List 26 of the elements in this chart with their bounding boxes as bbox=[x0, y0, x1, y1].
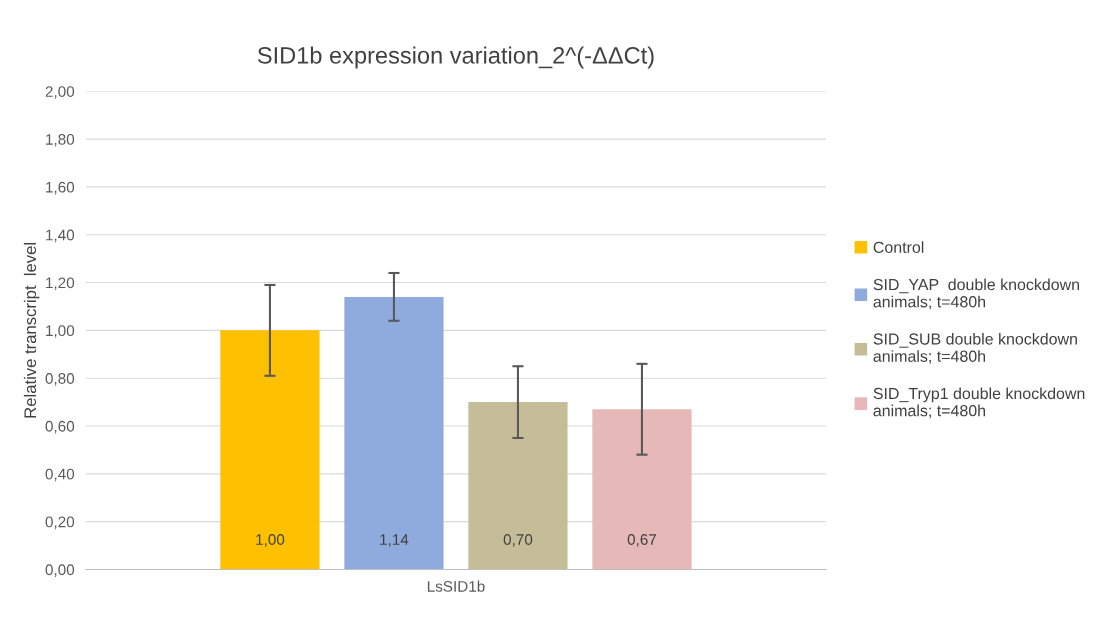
y-tick-label: 0,80 bbox=[45, 373, 75, 386]
y-tick-label: 0,00 bbox=[45, 564, 75, 577]
y-tick-label: 1,80 bbox=[46, 133, 75, 147]
y-tick-label: 1,40 bbox=[46, 229, 75, 243]
bar bbox=[344, 296, 444, 570]
data-label: 0,70 bbox=[503, 534, 533, 547]
chart-title: SID1b expression variation_2^(-ΔΔCt) bbox=[257, 46, 654, 69]
y-tick-label: 1,00 bbox=[46, 325, 75, 338]
y-tick-label: 0,60 bbox=[45, 420, 75, 434]
y-tick-label: 1,60 bbox=[46, 181, 75, 195]
y-tick-label: 2,00 bbox=[45, 86, 75, 99]
legend-label: Control bbox=[873, 241, 924, 253]
y-axis-title: Relative transcript level bbox=[23, 243, 40, 418]
data-label: 1,00 bbox=[256, 534, 285, 547]
legend-label: SID_YAP double knockdown animals; t=480h bbox=[873, 278, 1080, 310]
x-tick-label: LsSID1b bbox=[427, 580, 485, 592]
y-tick-label: 0,20 bbox=[45, 516, 75, 530]
legend-label: SID_SUB double knockdown animals; t=480h bbox=[873, 332, 1077, 364]
data-label: 1,14 bbox=[380, 534, 409, 547]
bar bbox=[592, 409, 692, 570]
bar bbox=[468, 402, 568, 570]
data-label: 0,67 bbox=[627, 534, 657, 547]
bar bbox=[220, 330, 320, 570]
y-tick-label: 1,20 bbox=[46, 277, 75, 291]
legend-label: SID_Tryp1 double knockdown animals; t=480h bbox=[873, 387, 1085, 419]
y-tick-label: 0,40 bbox=[45, 468, 75, 482]
